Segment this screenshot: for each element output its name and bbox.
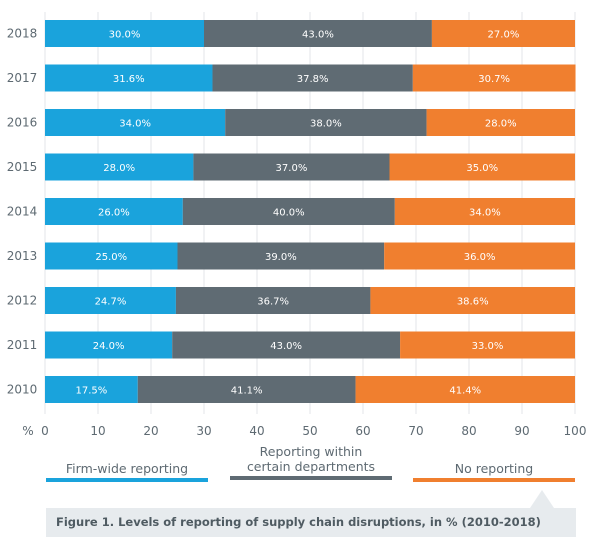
data-label: 28.0% bbox=[103, 163, 135, 174]
data-label: 41.1% bbox=[231, 386, 263, 397]
x-tick-label: 60 bbox=[355, 424, 370, 438]
data-label: 37.0% bbox=[276, 163, 308, 174]
data-label: 31.6% bbox=[113, 74, 145, 85]
bar-segment bbox=[225, 109, 427, 136]
x-tick-label: 40 bbox=[249, 424, 264, 438]
y-tick-label: 2010 bbox=[7, 383, 38, 397]
caption-box: Figure 1. Levels of reporting of supply … bbox=[46, 508, 576, 537]
data-label: 33.0% bbox=[472, 341, 504, 352]
x-tick-label: 30 bbox=[196, 424, 211, 438]
x-tick-label: 10 bbox=[90, 424, 105, 438]
y-tick-label: 2017 bbox=[7, 71, 38, 85]
data-label: 25.0% bbox=[95, 252, 127, 263]
legend-label: Reporting within certain departments bbox=[246, 444, 376, 474]
bar-segment bbox=[137, 376, 356, 403]
x-tick-label: 90 bbox=[514, 424, 529, 438]
legend-item-firm-wide: Firm-wide reporting bbox=[46, 455, 208, 482]
bar-segment bbox=[355, 376, 575, 403]
data-label: 30.7% bbox=[478, 74, 510, 85]
data-label: 37.8% bbox=[297, 74, 329, 85]
x-axis-label: % bbox=[22, 424, 33, 438]
data-label: 26.0% bbox=[98, 208, 130, 219]
data-label: 24.0% bbox=[93, 341, 125, 352]
data-label: 34.0% bbox=[469, 208, 501, 219]
axes: 0 10 20 30 40 50 60 70 80 90 100% 2018 2017 2016 2015 2… bbox=[7, 27, 587, 439]
x-tick-label: 80 bbox=[461, 424, 476, 438]
bar-segment bbox=[389, 153, 575, 181]
data-label: 24.7% bbox=[95, 297, 127, 308]
y-tick-label: 2012 bbox=[7, 294, 38, 308]
bar-segment bbox=[45, 20, 204, 47]
y-tick-label: 2013 bbox=[7, 249, 38, 263]
bar-segment bbox=[45, 153, 194, 181]
x-tick-label: 100 bbox=[564, 424, 587, 438]
bar-segment bbox=[45, 376, 138, 403]
y-tick-label: 2014 bbox=[7, 205, 38, 219]
bar-segment bbox=[175, 287, 371, 314]
data-label: 38.6% bbox=[457, 297, 489, 308]
bar-segment bbox=[394, 198, 575, 225]
x-tick-label: 70 bbox=[408, 424, 423, 438]
bar-segment bbox=[370, 287, 575, 314]
bars: 30.0% 43.0% 27.0% 31.6% 37.8% 30.7% 34.0% 38.0%… bbox=[45, 20, 576, 403]
y-tick-label: 2016 bbox=[7, 116, 38, 130]
bar-segment bbox=[431, 20, 575, 47]
bar-segment bbox=[45, 242, 178, 270]
legend-swatch bbox=[230, 476, 392, 480]
bar-segment bbox=[45, 109, 226, 136]
bar-segment bbox=[182, 198, 395, 225]
legend-swatch bbox=[413, 478, 575, 482]
data-label: 27.0% bbox=[488, 30, 520, 41]
y-tick-label: 2015 bbox=[7, 160, 38, 174]
data-label: 28.0% bbox=[485, 119, 517, 130]
legend-item-departments: Reporting within certain departments bbox=[230, 444, 392, 480]
bar-segment bbox=[426, 109, 575, 136]
caption-pointer bbox=[530, 490, 554, 508]
bar-segment bbox=[400, 331, 575, 359]
stacked-bar-chart: 30.0% 43.0% 27.0% 31.6% 37.8% 30.7% 34.0% 38.0%… bbox=[7, 12, 587, 439]
bar-segment bbox=[45, 64, 213, 92]
data-label: 35.0% bbox=[466, 163, 498, 174]
bar-segment bbox=[412, 64, 576, 92]
data-label: 43.0% bbox=[270, 341, 302, 352]
x-tick-label: 20 bbox=[143, 424, 158, 438]
x-tick-label: 50 bbox=[302, 424, 317, 438]
bar-segment bbox=[172, 331, 401, 359]
data-label: 36.7% bbox=[257, 297, 289, 308]
data-label: 38.0% bbox=[310, 119, 342, 130]
bar-segment bbox=[193, 153, 390, 181]
data-label: 43.0% bbox=[302, 30, 334, 41]
bar-segment bbox=[212, 64, 413, 92]
bar-segment bbox=[177, 242, 385, 270]
bar-segment bbox=[45, 198, 183, 225]
y-tick-label: 2018 bbox=[7, 27, 38, 41]
figure-caption: Figure 1. Levels of reporting of supply … bbox=[56, 515, 541, 529]
legend-label: Firm-wide reporting bbox=[65, 461, 189, 476]
bar-segment bbox=[384, 242, 575, 270]
y-tick-label: 2011 bbox=[7, 338, 38, 352]
data-label: 17.5% bbox=[75, 386, 107, 397]
data-label: 40.0% bbox=[273, 208, 305, 219]
bar-segment bbox=[204, 20, 432, 47]
data-label: 41.4% bbox=[449, 386, 481, 397]
data-label: 39.0% bbox=[265, 252, 297, 263]
data-label: 34.0% bbox=[119, 119, 151, 130]
bar-segment bbox=[45, 287, 176, 314]
legend-label: No reporting bbox=[454, 461, 534, 476]
data-label: 36.0% bbox=[464, 252, 496, 263]
legend-item-no-reporting: No reporting bbox=[413, 455, 575, 482]
bar-segment bbox=[45, 331, 173, 359]
legend-swatch bbox=[46, 478, 208, 482]
data-label: 30.0% bbox=[109, 30, 141, 41]
x-tick-label: 0 bbox=[41, 424, 49, 438]
